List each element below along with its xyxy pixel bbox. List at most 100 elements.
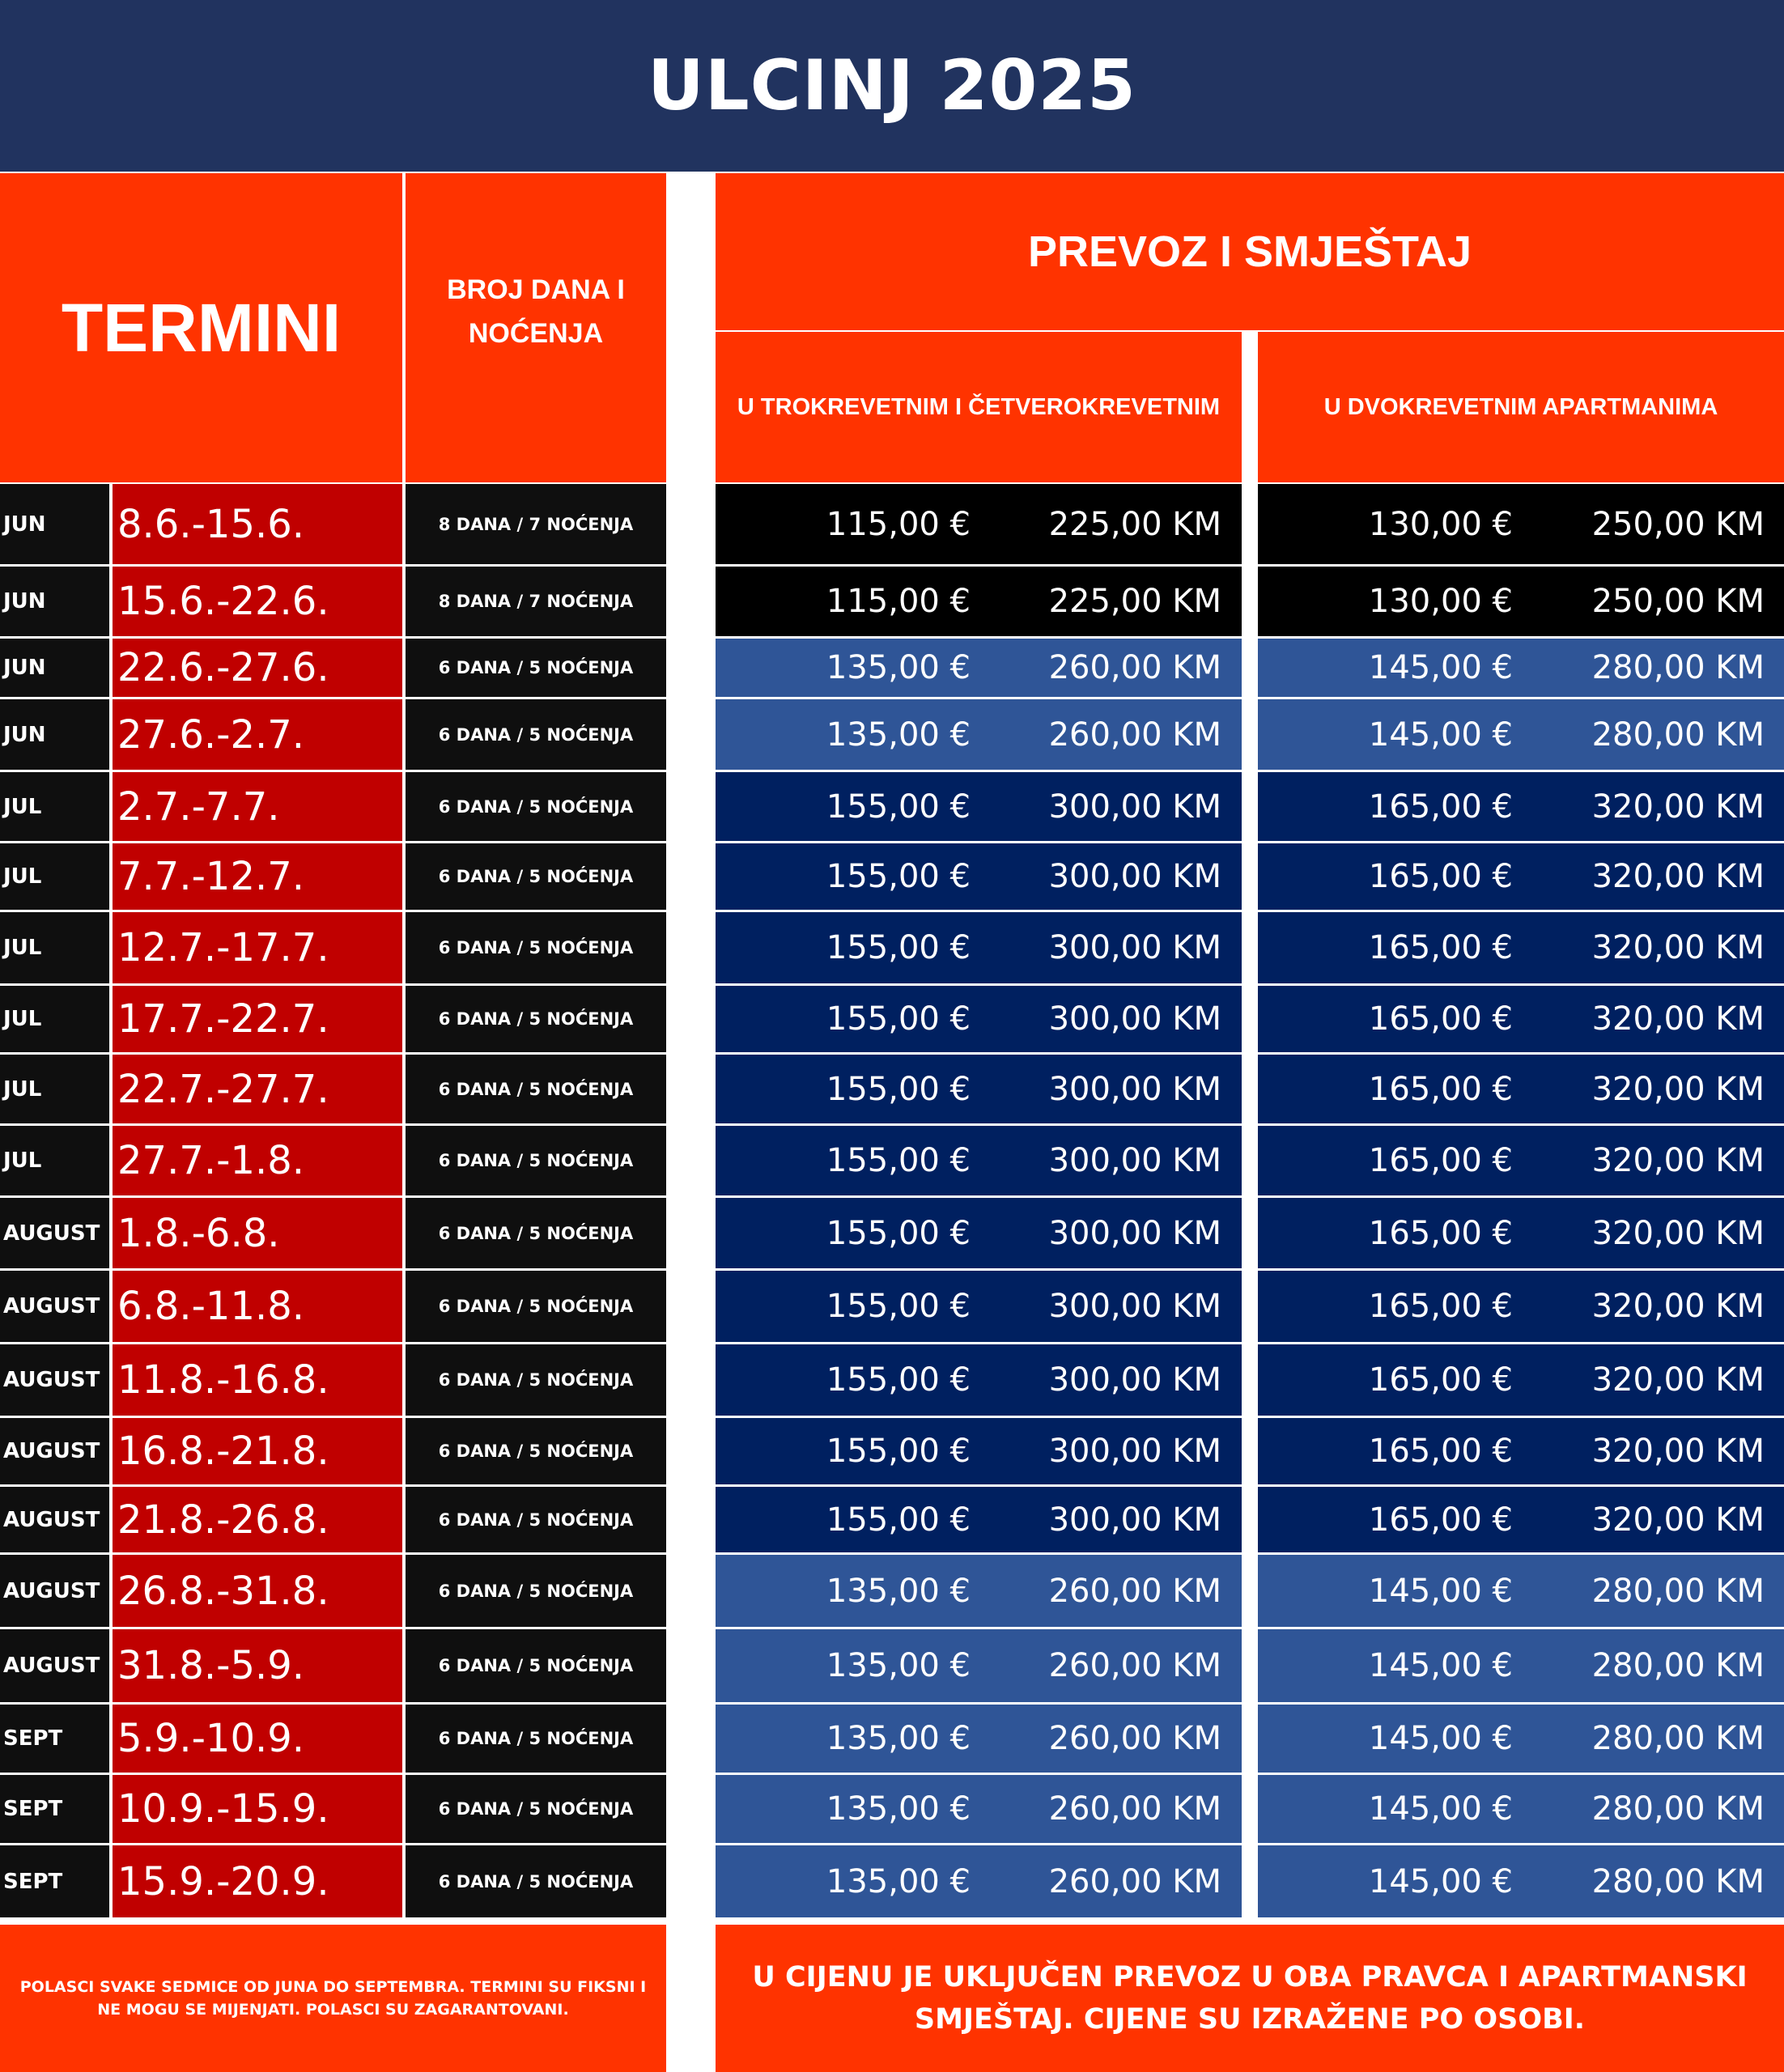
- price-double-cell: 165,00 € 320,00 KM: [1258, 1055, 1784, 1123]
- price-triple-cell: 155,00 € 300,00 KM: [716, 1126, 1242, 1195]
- dates-cell: 11.8.-16.8.: [113, 1344, 402, 1416]
- table-row: JUL 7.7.-12.7. 6 DANA / 5 NOĆENJA 155,00 € 3…: [0, 843, 1784, 912]
- price-double-cell: 165,00 € 320,00 KM: [1258, 843, 1784, 910]
- dates-cell: 27.6.-2.7.: [113, 699, 402, 770]
- price-double-cell: 165,00 € 320,00 KM: [1258, 1344, 1784, 1416]
- table-row: JUN 8.6.-15.6. 8 DANA / 7 NOĆENJA 115,00 € 2…: [0, 484, 1784, 567]
- price-double-cell: 165,00 € 320,00 KM: [1258, 986, 1784, 1052]
- dates-cell: 26.8.-31.8.: [113, 1555, 402, 1627]
- double-apartment-header: U DVOKREVETNIM APARTMANIMA: [1258, 332, 1784, 482]
- price-triple-cell: 135,00 € 260,00 KM: [716, 1775, 1242, 1843]
- price-eur: 165,00 €: [1368, 1214, 1513, 1252]
- month-cell: JUL: [0, 1055, 109, 1123]
- price-double-cell: 130,00 € 250,00 KM: [1258, 567, 1784, 636]
- price-km: 320,00 KM: [1591, 1142, 1765, 1179]
- price-triple-cell: 155,00 € 300,00 KM: [716, 1271, 1242, 1342]
- price-eur: 165,00 €: [1368, 929, 1513, 966]
- month-cell: JUN: [0, 699, 109, 770]
- table-row: JUL 22.7.-27.7. 6 DANA / 5 NOĆENJA 155,00 €…: [0, 1055, 1784, 1126]
- price-eur: 135,00 €: [826, 1790, 971, 1828]
- triple-quad-header: U TROKREVETNIM I ČETVEROKREVETNIM: [716, 332, 1242, 482]
- price-eur: 155,00 €: [826, 929, 971, 966]
- price-triple-cell: 135,00 € 260,00 KM: [716, 1705, 1242, 1773]
- duration-cell: 6 DANA / 5 NOĆENJA: [406, 1126, 666, 1195]
- price-double-cell: 165,00 € 320,00 KM: [1258, 1418, 1784, 1484]
- table-row: JUN 15.6.-22.6. 8 DANA / 7 NOĆENJA 115,00 €…: [0, 567, 1784, 639]
- price-double-cell: 145,00 € 280,00 KM: [1258, 699, 1784, 770]
- price-triple-cell: 155,00 € 300,00 KM: [716, 1418, 1242, 1484]
- price-triple-cell: 155,00 € 300,00 KM: [716, 843, 1242, 910]
- duration-cell: 6 DANA / 5 NOĆENJA: [406, 639, 666, 697]
- price-eur: 145,00 €: [1368, 1647, 1513, 1684]
- duration-header: BROJ DANA I NOĆENJA: [406, 173, 666, 482]
- price-double-cell: 165,00 € 320,00 KM: [1258, 1487, 1784, 1552]
- duration-cell: 6 DANA / 5 NOĆENJA: [406, 1198, 666, 1268]
- price-eur: 155,00 €: [826, 1142, 971, 1179]
- price-km: 320,00 KM: [1591, 1214, 1765, 1252]
- table-row: JUL 2.7.-7.7. 6 DANA / 5 NOĆENJA 155,00 € 30…: [0, 772, 1784, 843]
- month-cell: JUL: [0, 772, 109, 841]
- price-eur: 145,00 €: [1368, 1862, 1513, 1900]
- price-km: 320,00 KM: [1591, 1070, 1765, 1108]
- dates-cell: 22.6.-27.6.: [113, 639, 402, 697]
- price-km: 260,00 KM: [1048, 649, 1221, 686]
- price-km: 260,00 KM: [1048, 1790, 1221, 1828]
- price-double-cell: 145,00 € 280,00 KM: [1258, 1555, 1784, 1627]
- dates-cell: 15.9.-20.9.: [113, 1845, 402, 1917]
- price-km: 280,00 KM: [1591, 715, 1765, 754]
- price-km: 300,00 KM: [1048, 1214, 1221, 1252]
- price-eur: 155,00 €: [826, 1501, 971, 1539]
- dates-cell: 7.7.-12.7.: [113, 843, 402, 910]
- price-double-cell: 145,00 € 280,00 KM: [1258, 1629, 1784, 1702]
- duration-cell: 6 DANA / 5 NOĆENJA: [406, 1845, 666, 1917]
- duration-cell: 8 DANA / 7 NOĆENJA: [406, 484, 666, 564]
- title-bar: ULCINJ 2025: [0, 0, 1784, 172]
- price-km: 320,00 KM: [1591, 858, 1765, 895]
- price-eur: 145,00 €: [1368, 1720, 1513, 1757]
- dates-cell: 31.8.-5.9.: [113, 1629, 402, 1702]
- duration-cell: 8 DANA / 7 NOĆENJA: [406, 567, 666, 636]
- table-row: SEPT 10.9.-15.9. 6 DANA / 5 NOĆENJA 135,00 …: [0, 1775, 1784, 1845]
- price-double-cell: 145,00 € 280,00 KM: [1258, 1775, 1784, 1843]
- month-cell: JUL: [0, 986, 109, 1052]
- price-eur: 155,00 €: [826, 1000, 971, 1038]
- month-cell: AUGUST: [0, 1555, 109, 1627]
- price-km: 280,00 KM: [1591, 1720, 1765, 1757]
- duration-cell: 6 DANA / 5 NOĆENJA: [406, 1418, 666, 1484]
- duration-cell: 6 DANA / 5 NOĆENJA: [406, 843, 666, 910]
- price-double-cell: 165,00 € 320,00 KM: [1258, 1126, 1784, 1195]
- price-km: 260,00 KM: [1048, 1647, 1221, 1684]
- price-eur: 165,00 €: [1368, 1070, 1513, 1108]
- table-row: JUL 27.7.-1.8. 6 DANA / 5 NOĆENJA 155,00 € 3…: [0, 1126, 1784, 1198]
- table-row: AUGUST 16.8.-21.8. 6 DANA / 5 NOĆENJA 155,0…: [0, 1418, 1784, 1487]
- price-km: 280,00 KM: [1591, 1647, 1765, 1684]
- price-double-cell: 165,00 € 320,00 KM: [1258, 772, 1784, 841]
- price-km: 320,00 KM: [1591, 788, 1765, 826]
- duration-cell: 6 DANA / 5 NOĆENJA: [406, 1487, 666, 1552]
- price-eur: 155,00 €: [826, 1433, 971, 1470]
- price-eur: 155,00 €: [826, 1070, 971, 1108]
- price-eur: 155,00 €: [826, 1361, 971, 1399]
- dates-cell: 6.8.-11.8.: [113, 1271, 402, 1342]
- price-eur: 115,00 €: [826, 505, 971, 543]
- price-eur: 145,00 €: [1368, 1572, 1513, 1610]
- price-eur: 145,00 €: [1368, 1790, 1513, 1828]
- duration-cell: 6 DANA / 5 NOĆENJA: [406, 1344, 666, 1416]
- price-eur: 130,00 €: [1368, 583, 1513, 620]
- month-cell: SEPT: [0, 1775, 109, 1843]
- price-eur: 130,00 €: [1368, 505, 1513, 543]
- dates-cell: 22.7.-27.7.: [113, 1055, 402, 1123]
- price-eur: 165,00 €: [1368, 1361, 1513, 1399]
- price-km: 320,00 KM: [1591, 1361, 1765, 1399]
- dates-cell: 5.9.-10.9.: [113, 1705, 402, 1773]
- price-km: 320,00 KM: [1591, 1288, 1765, 1325]
- price-triple-cell: 155,00 € 300,00 KM: [716, 1198, 1242, 1268]
- table-row: AUGUST 26.8.-31.8. 6 DANA / 5 NOĆENJA 135,0…: [0, 1555, 1784, 1629]
- month-cell: JUL: [0, 1126, 109, 1195]
- price-eur: 135,00 €: [826, 1572, 971, 1610]
- dates-cell: 12.7.-17.7.: [113, 912, 402, 983]
- price-eur: 135,00 €: [826, 649, 971, 686]
- price-km: 250,00 KM: [1591, 505, 1765, 543]
- price-eur: 155,00 €: [826, 788, 971, 826]
- month-cell: AUGUST: [0, 1418, 109, 1484]
